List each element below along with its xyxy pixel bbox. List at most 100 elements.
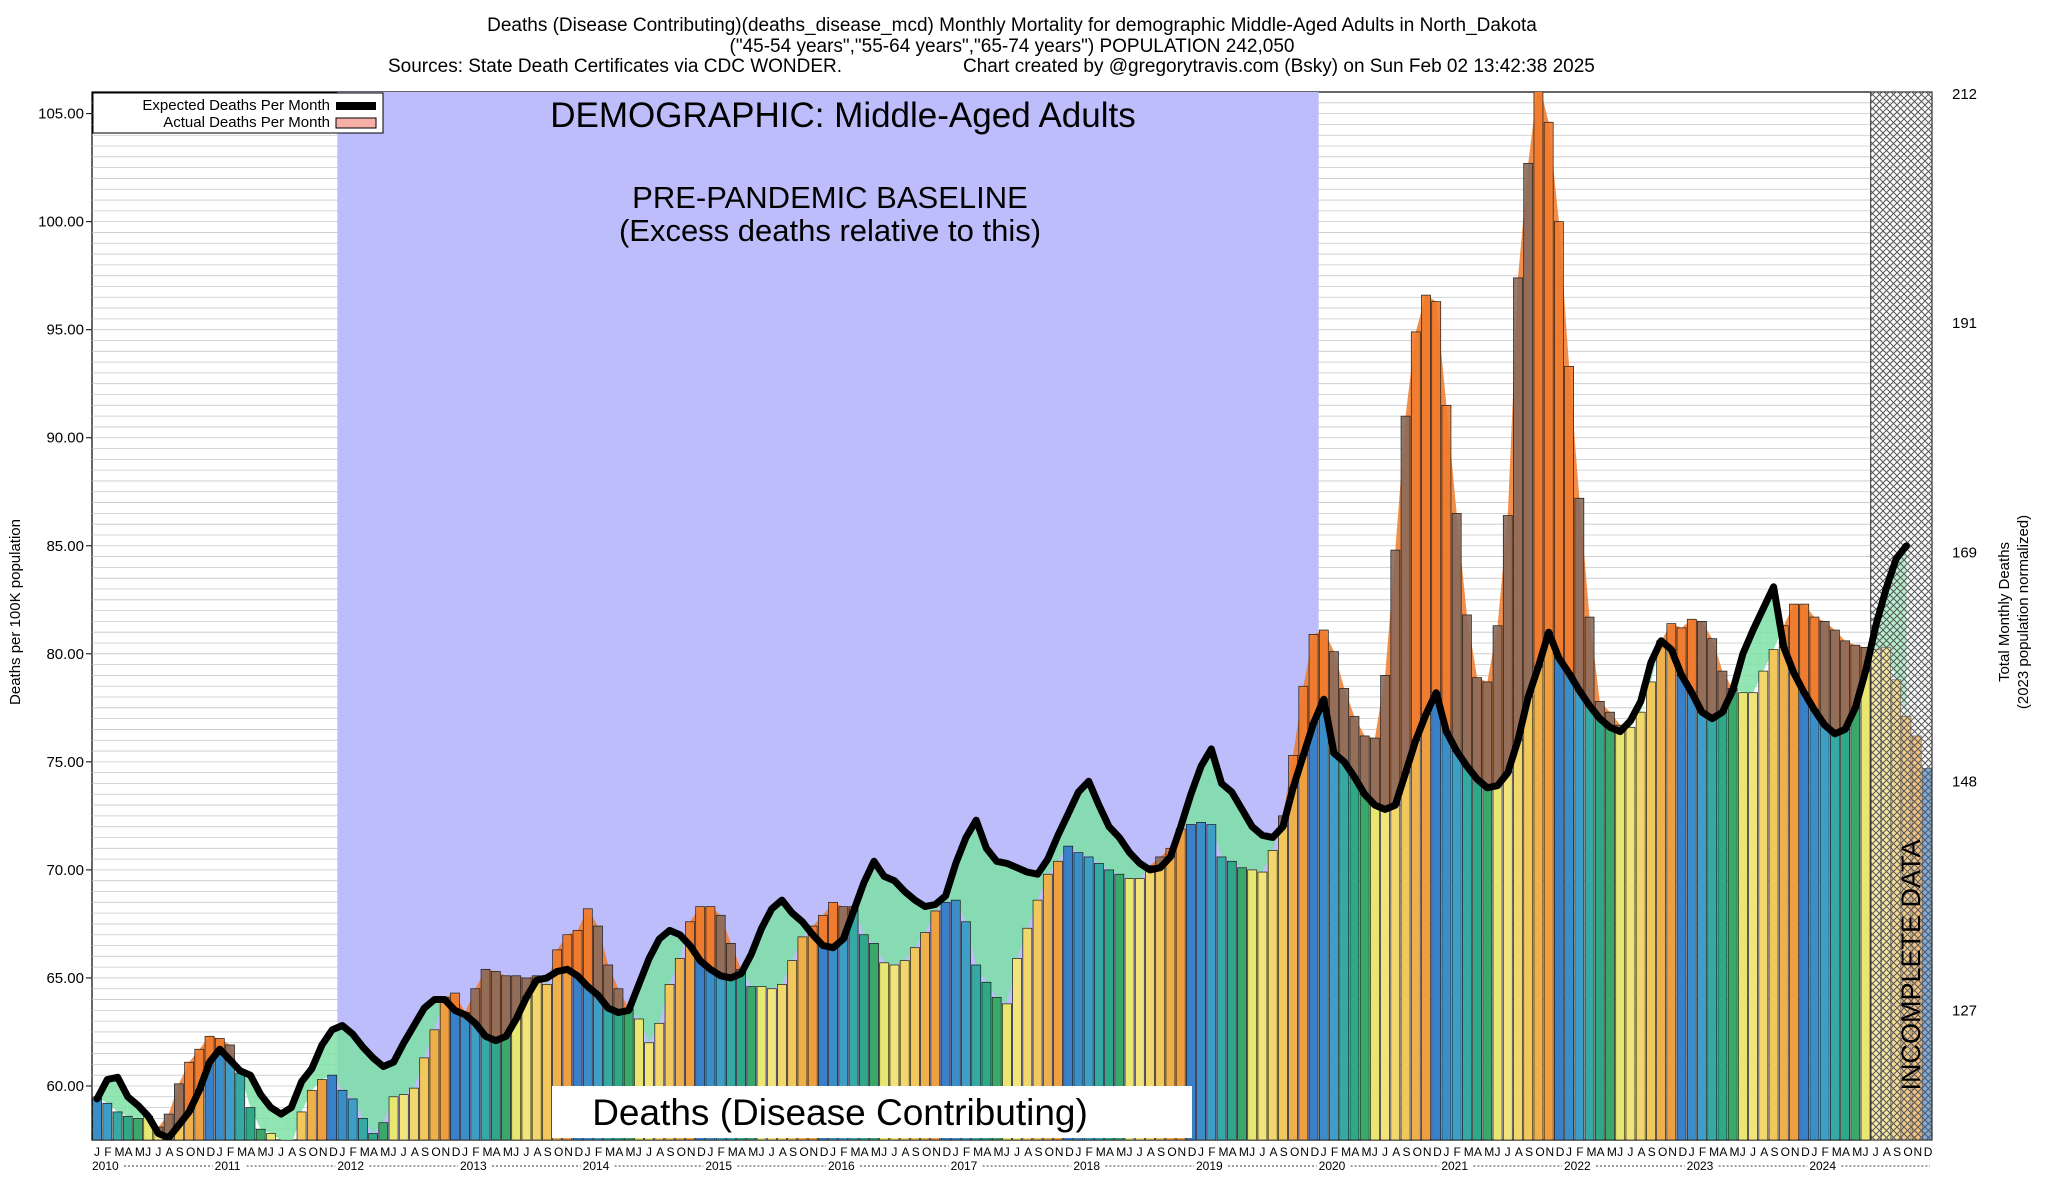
actual-bar <box>1717 711 1728 1140</box>
actual-bar <box>1860 670 1871 1140</box>
month-tick-label: J <box>1443 1145 1449 1159</box>
actual-bar <box>1186 824 1196 1140</box>
actual-bar <box>1349 776 1360 1140</box>
actual-bar <box>1421 713 1431 1140</box>
actual-bar <box>1707 718 1718 1140</box>
month-tick-label: J <box>145 1145 151 1159</box>
actual-bar <box>654 1022 665 1140</box>
actual-bar <box>1830 733 1840 1140</box>
year-tick-label: 2010 <box>92 1159 119 1173</box>
month-tick-label: J <box>513 1145 519 1159</box>
year-tick-label: 2023 <box>1687 1159 1714 1173</box>
deficit-area <box>250 1075 261 1130</box>
actual-bar <box>889 964 900 1140</box>
actual-bar <box>920 932 930 1140</box>
year-tick-label: 2013 <box>460 1159 487 1173</box>
year-tick-label: 2021 <box>1441 1159 1468 1173</box>
deficit-area <box>1252 826 1263 873</box>
month-tick-label: J <box>1740 1145 1746 1159</box>
deficit-area <box>1078 781 1089 857</box>
month-tick-label: D <box>1678 1145 1687 1159</box>
month-tick-label: M <box>237 1145 247 1159</box>
actual-bar-excess <box>1339 688 1350 763</box>
deficit-area <box>904 891 915 961</box>
month-tick-label: M <box>503 1145 513 1159</box>
deficit-area <box>373 1057 384 1134</box>
deficit-area <box>884 876 895 965</box>
actual-bar <box>511 1018 522 1140</box>
month-tick-label: J <box>758 1145 764 1159</box>
month-tick-label: J <box>1249 1145 1255 1159</box>
month-tick-label: A <box>1351 1145 1359 1159</box>
actual-bar <box>225 1059 235 1140</box>
month-tick-label: J <box>891 1145 897 1159</box>
actual-bar <box>1646 681 1656 1140</box>
month-tick-label: S <box>1157 1145 1165 1159</box>
month-tick-label: M <box>626 1145 636 1159</box>
month-tick-label: O <box>309 1145 318 1159</box>
month-tick-label: J <box>268 1145 274 1159</box>
actual-bar <box>1390 804 1401 1140</box>
actual-bar <box>337 1089 348 1140</box>
actual-bar <box>1237 867 1247 1140</box>
actual-bar <box>869 943 879 1140</box>
y-tick-label: 75.00 <box>46 754 84 771</box>
month-tick-label: F <box>840 1145 847 1159</box>
actual-bar <box>1574 690 1585 1140</box>
month-tick-label: A <box>902 1145 910 1159</box>
actual-bar <box>1727 690 1738 1140</box>
month-tick-label: N <box>810 1145 819 1159</box>
actual-bar <box>112 1111 123 1140</box>
deficit-area <box>414 1008 425 1089</box>
actual-bar <box>358 1118 368 1140</box>
actual-bar <box>1615 731 1626 1140</box>
actual-bar <box>1431 692 1442 1140</box>
actual-bar <box>1288 787 1298 1140</box>
month-tick-label: J <box>636 1145 642 1159</box>
actual-bar-excess <box>1431 301 1442 694</box>
month-tick-label: A <box>370 1145 378 1159</box>
month-tick-label: N <box>564 1145 573 1159</box>
actual-bar <box>1472 778 1482 1140</box>
actual-bar <box>1196 822 1206 1140</box>
month-tick-label: F <box>718 1145 725 1159</box>
actual-bar <box>1400 772 1411 1140</box>
month-tick-label: A <box>1147 1145 1155 1159</box>
actual-bar-excess <box>1584 616 1595 707</box>
month-tick-label: O <box>922 1145 931 1159</box>
month-tick-label: O <box>1658 1145 1667 1159</box>
y-tick-label: 100.00 <box>38 214 84 231</box>
month-tick-label: J <box>1014 1145 1020 1159</box>
actual-bar <box>1359 793 1370 1140</box>
month-tick-label: M <box>728 1145 738 1159</box>
month-tick-label: A <box>1597 1145 1605 1159</box>
actual-bar <box>1012 958 1022 1140</box>
actual-bar <box>1267 850 1278 1140</box>
actual-bar-excess <box>572 930 583 977</box>
month-tick-label: M <box>1116 1145 1126 1159</box>
actual-bar <box>368 1133 378 1140</box>
deficit-area <box>996 861 1007 1004</box>
deficit-area <box>1221 783 1232 862</box>
actual-bar <box>1635 711 1646 1140</box>
month-tick-label: F <box>963 1145 970 1159</box>
month-tick-label: J <box>155 1145 161 1159</box>
actual-bar <box>480 1035 491 1140</box>
month-tick-label: M <box>871 1145 881 1159</box>
month-tick-label: A <box>1515 1145 1523 1159</box>
year-tick-label: 2019 <box>1196 1159 1223 1173</box>
actual-bar <box>235 1072 246 1140</box>
month-tick-label: M <box>850 1145 860 1159</box>
month-tick-label: M <box>605 1145 615 1159</box>
actual-bar <box>245 1107 256 1140</box>
month-tick-label: J <box>1198 1145 1204 1159</box>
month-tick-label: M <box>1709 1145 1719 1159</box>
actual-bar <box>266 1133 276 1140</box>
month-tick-label: J <box>339 1145 345 1159</box>
actual-bar <box>1278 826 1288 1140</box>
month-tick-label: M <box>1730 1145 1740 1159</box>
actual-bar <box>1625 726 1636 1140</box>
deficit-area <box>1027 872 1038 929</box>
month-tick-label: N <box>442 1145 451 1159</box>
